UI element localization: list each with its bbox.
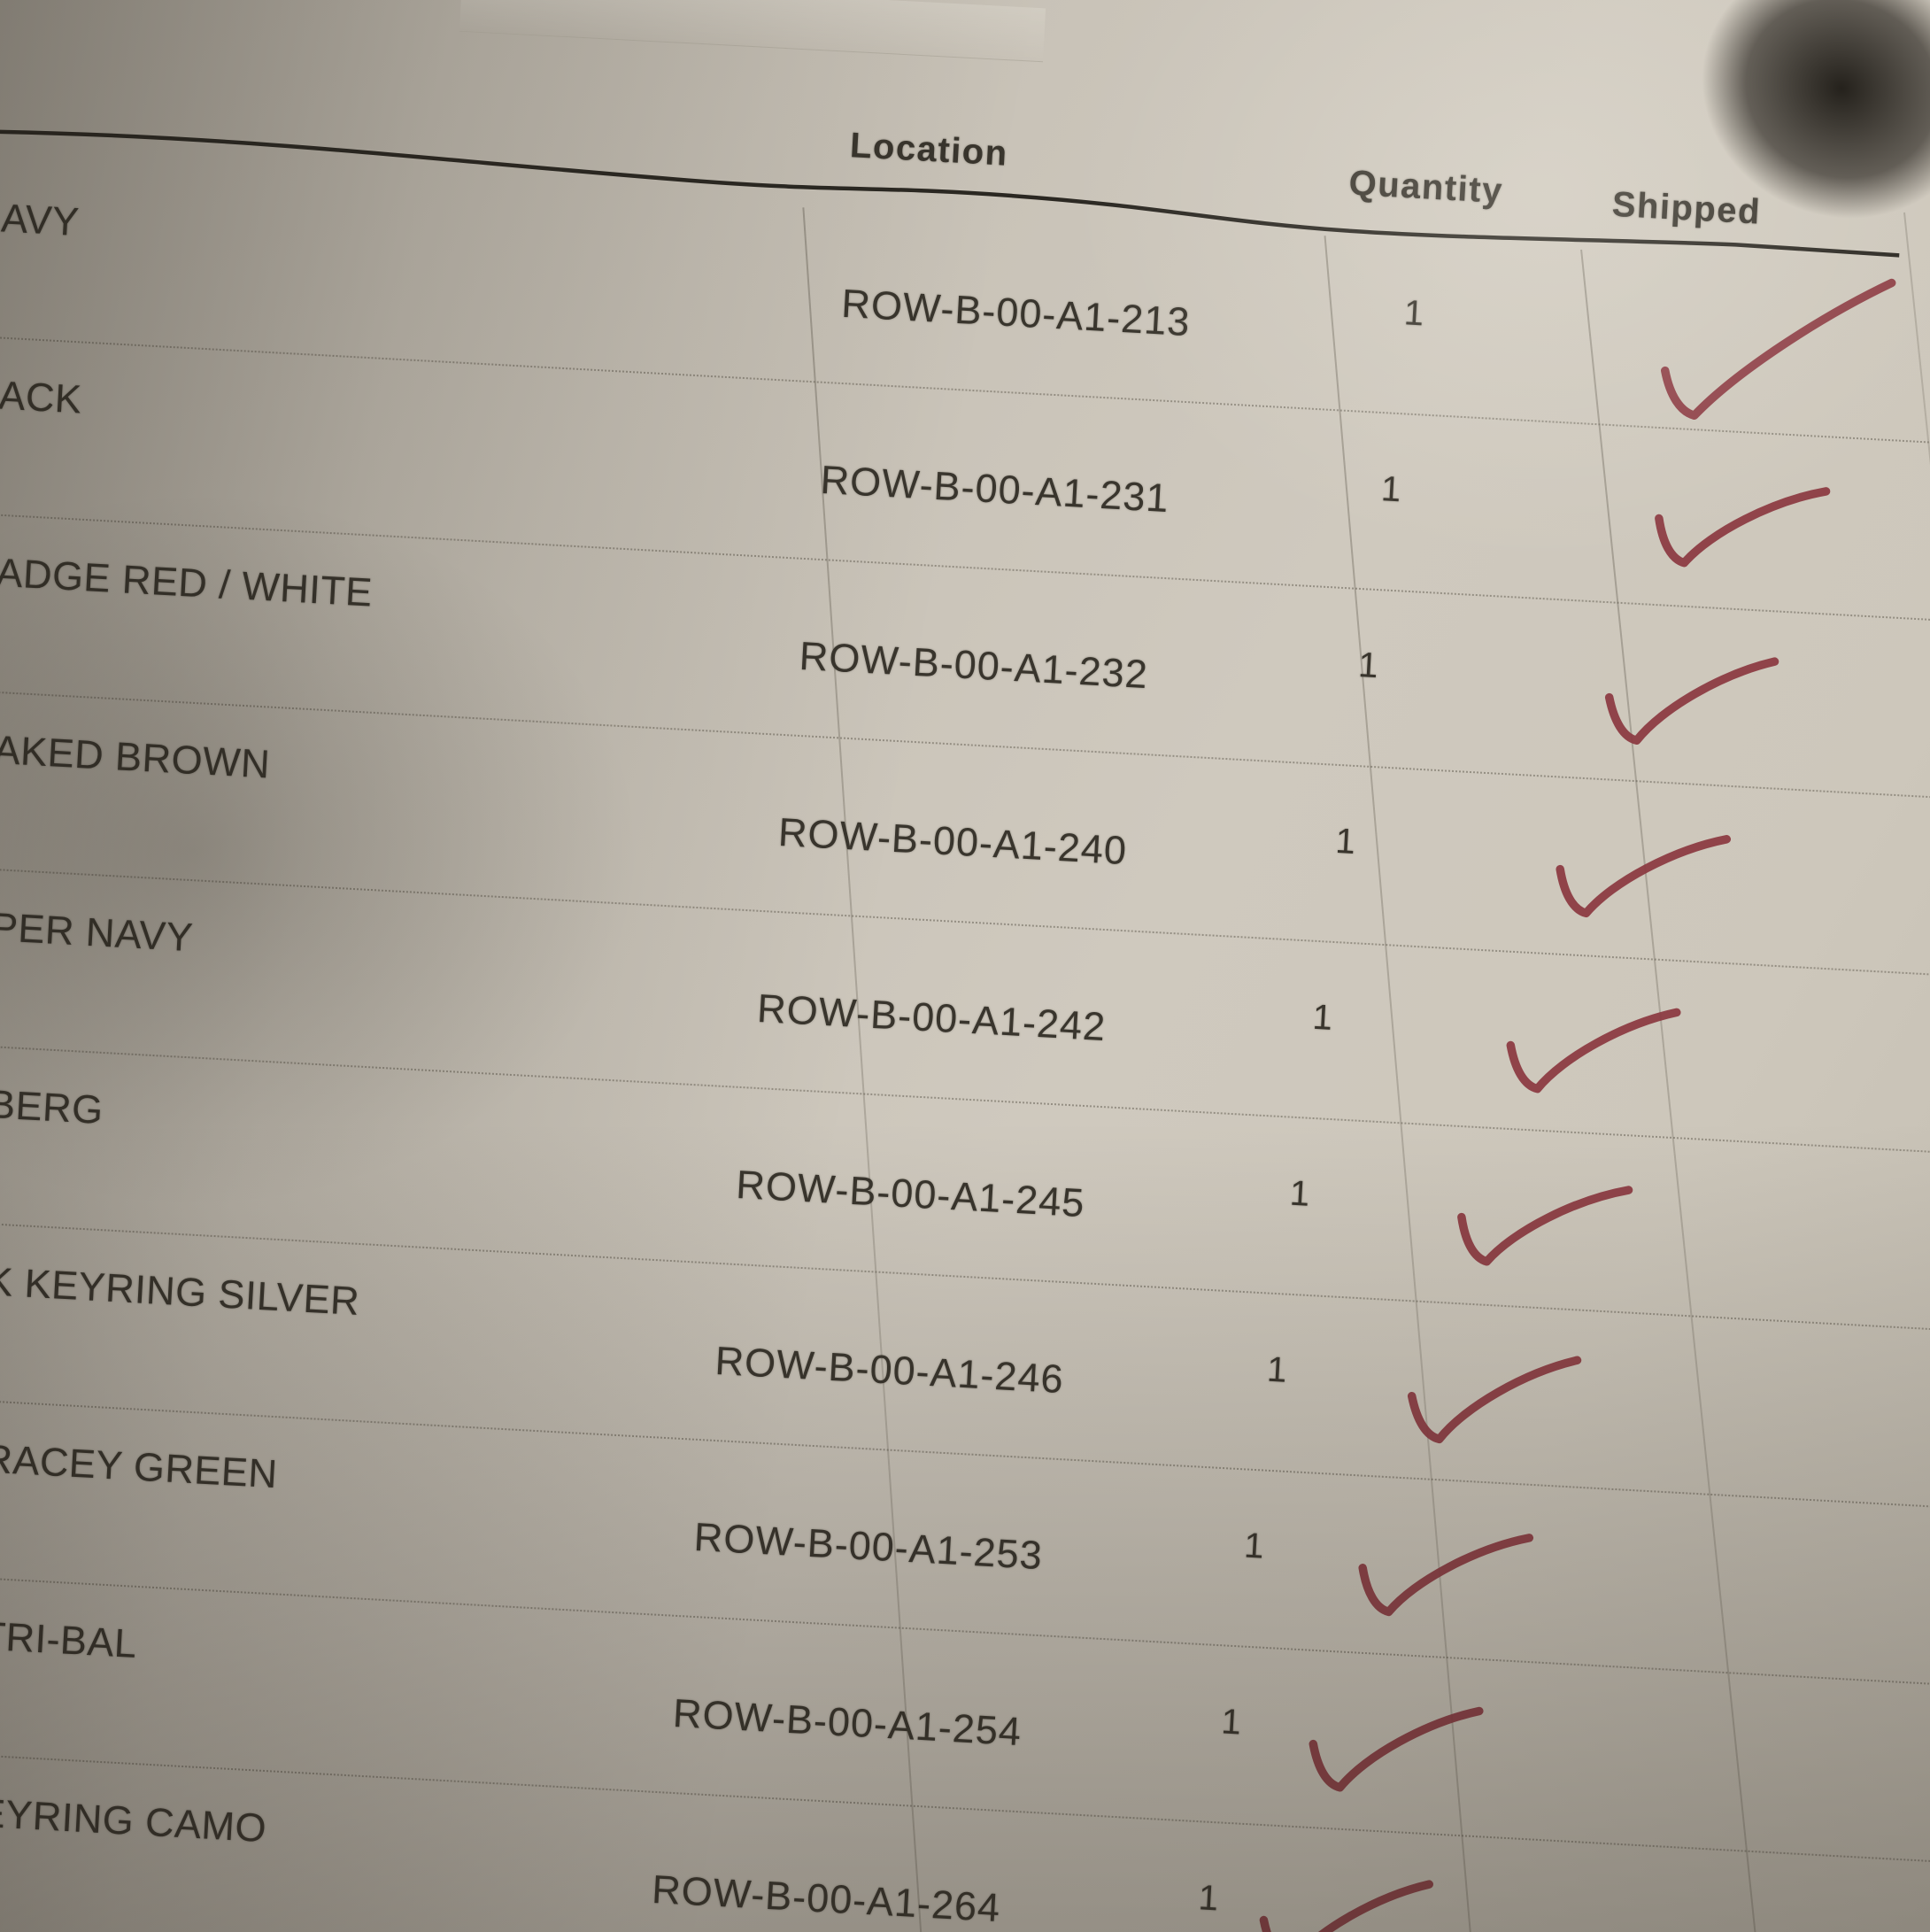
- quantity-value: 1: [1334, 821, 1356, 862]
- header-underline: [0, 128, 1900, 258]
- table-row: PER NAVY ROW-B-00-A1-242 1: [0, 44, 1930, 1094]
- quantity-value: 1: [1265, 1349, 1288, 1390]
- table-row: ACK ROW-B-00-A1-231 1: [0, 44, 1930, 568]
- underlying-sheet-edge: [459, 0, 1046, 63]
- table-row: BERG ROW-B-00-A1-245 1: [0, 44, 1930, 1266]
- item-name: ACK: [0, 372, 83, 422]
- shipped-check-icon: [1259, 1880, 1433, 1932]
- quantity-value: 1: [1220, 1702, 1242, 1743]
- item-name: BERG: [0, 1081, 104, 1133]
- item-name: AVY: [0, 195, 81, 245]
- location-code: ROW-B-00-A1-240: [776, 808, 1129, 874]
- quantity-value: 1: [1357, 645, 1379, 686]
- location-code: ROW-B-00-A1-232: [798, 632, 1150, 698]
- column-divider: [1324, 236, 1493, 1932]
- shipped-check-icon: [1407, 1356, 1582, 1444]
- table-body: AVY ROW-B-00-A1-213 1 ACK ROW-B-00-A1-231 1 AD…: [0, 44, 1930, 1932]
- item-name: RACEY GREEN: [0, 1435, 279, 1497]
- item-name: AKED BROWN: [0, 726, 272, 787]
- table-row: TRI-BAL ROW-B-00-A1-254 1: [0, 44, 1930, 1792]
- item-name: EYRING CAMO: [0, 1789, 268, 1851]
- item-name: TRI-BAL: [0, 1612, 138, 1666]
- location-code: ROW-B-00-A1-246: [714, 1337, 1065, 1403]
- shipped-check-icon: [1506, 1008, 1681, 1094]
- item-name: K KEYRING SILVER: [0, 1258, 361, 1325]
- location-code: ROW-B-00-A1-264: [651, 1866, 1002, 1931]
- quantity-value: 1: [1197, 1878, 1220, 1919]
- paper-sheet: Location Quantity Shipped AVY ROW-B-00-A1…: [0, 44, 1930, 1932]
- location-code: ROW-B-00-A1-242: [756, 985, 1108, 1050]
- table-row: K KEYRING SILVER ROW-B-00-A1-246 1: [0, 44, 1930, 1444]
- quantity-value: 1: [1288, 1173, 1311, 1214]
- table-row: AKED BROWN ROW-B-00-A1-240 1: [0, 44, 1930, 918]
- quantity-value: 1: [1311, 997, 1334, 1038]
- quantity-value: 1: [1379, 469, 1402, 510]
- shipped-check-icon: [1655, 487, 1831, 568]
- shipped-check-icon: [1556, 835, 1732, 918]
- location-code: ROW-B-00-A1-253: [692, 1513, 1045, 1579]
- item-name: ADGE RED / WHITE: [0, 549, 374, 615]
- shipped-check-icon: [1457, 1186, 1633, 1266]
- table-row: RACEY GREEN ROW-B-00-A1-253 1: [0, 44, 1930, 1617]
- item-name: PER NAVY: [0, 903, 195, 961]
- location-code: ROW-B-00-A1-231: [819, 456, 1170, 522]
- row-separator: [0, 1395, 1930, 1511]
- location-code: ROW-B-00-A1-245: [735, 1161, 1086, 1226]
- row-separator: [0, 1572, 1930, 1687]
- shipped-check-icon: [1309, 1706, 1484, 1792]
- row-separator: [0, 1749, 1930, 1864]
- quantity-value: 1: [1402, 293, 1425, 334]
- shipped-check-icon: [1660, 278, 1896, 421]
- table-row: ADGE RED / WHITE ROW-B-00-A1-232 1: [0, 44, 1930, 745]
- shipped-check-icon: [1358, 1534, 1534, 1617]
- location-code: ROW-B-00-A1-213: [840, 280, 1192, 345]
- table-row: EYRING CAMO ROW-B-00-A1-264 1: [0, 44, 1930, 1932]
- location-code: ROW-B-00-A1-254: [671, 1689, 1023, 1755]
- shipped-check-icon: [1604, 657, 1779, 745]
- quantity-value: 1: [1243, 1526, 1265, 1566]
- row-separator: [0, 334, 1930, 449]
